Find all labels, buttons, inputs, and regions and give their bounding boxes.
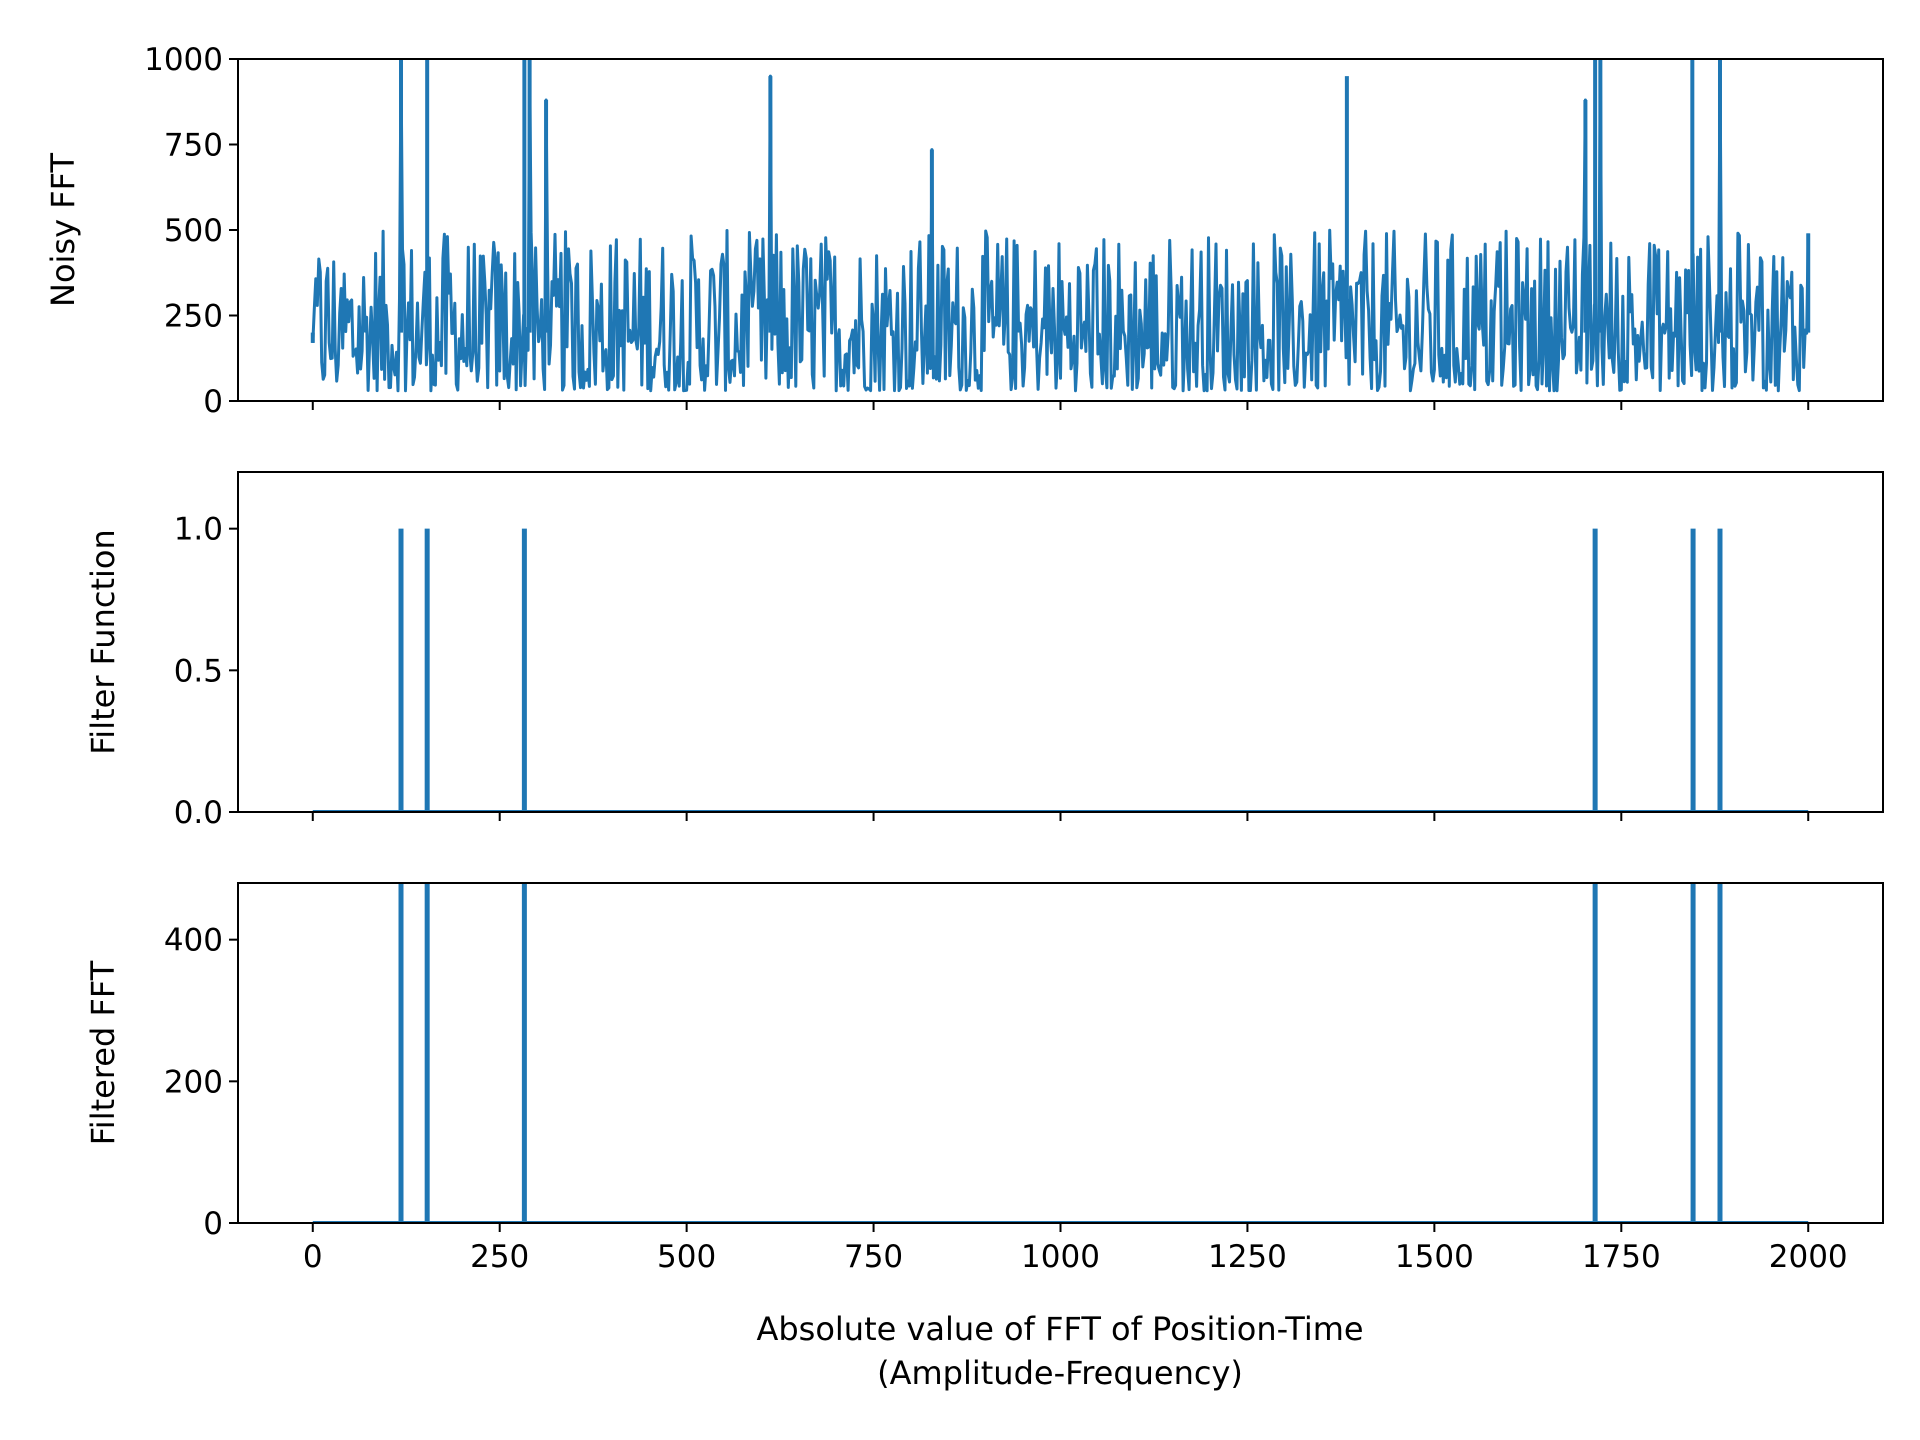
plot-area-3 xyxy=(312,883,1809,1223)
x-tick-label: 250 xyxy=(470,1239,529,1275)
y-tick-label: 1000 xyxy=(144,42,223,78)
y-tick-label: 0.5 xyxy=(174,653,223,689)
x-tick-label: 2000 xyxy=(1769,1239,1848,1275)
y-tick-label: 200 xyxy=(164,1064,223,1100)
y-tick-label: 500 xyxy=(164,213,223,249)
x-axis-label: Absolute value of FFT of Position-Time xyxy=(756,1310,1363,1348)
y-axis-label-2: Filter Function xyxy=(84,529,122,755)
noisy-fft-line xyxy=(311,59,1810,393)
y-axis-label-1: Noisy FFT xyxy=(44,153,82,307)
panel-2: 0.0 0.5 1.0 Filter Function xyxy=(84,471,1884,831)
x-tick-label: 500 xyxy=(657,1239,716,1275)
x-tick-label: 750 xyxy=(844,1239,903,1275)
y-tick-label: 0 xyxy=(203,1206,223,1242)
x-tick-label: 1750 xyxy=(1582,1239,1661,1275)
x-tick-label: 0 xyxy=(303,1239,323,1275)
y-tick-label: 250 xyxy=(164,299,223,335)
y-tick-label: 750 xyxy=(164,128,223,164)
y-tick-label: 0 xyxy=(203,384,223,420)
y-tick-label: 1.0 xyxy=(174,512,223,548)
plot-area-1 xyxy=(310,59,1811,393)
y-axis-label-3: Filtered FFT xyxy=(84,960,122,1145)
x-tick-label: 1000 xyxy=(1021,1239,1100,1275)
y-tick-label: 0.0 xyxy=(174,795,223,831)
panel-1: 0 250 500 750 1000 Noisy FFT xyxy=(44,42,1884,420)
y-tick-label: 400 xyxy=(164,923,223,959)
x-tick-label: 1250 xyxy=(1208,1239,1287,1275)
x-axis-label-line-2: (Amplitude-Frequency) xyxy=(877,1354,1243,1392)
panel-3: 0 200 400 0 250 500 750 1000 1250 1500 1750 2000 Fil… xyxy=(84,882,1884,1275)
x-tick-label: 1500 xyxy=(1395,1239,1474,1275)
plot-area-2 xyxy=(312,528,1809,812)
